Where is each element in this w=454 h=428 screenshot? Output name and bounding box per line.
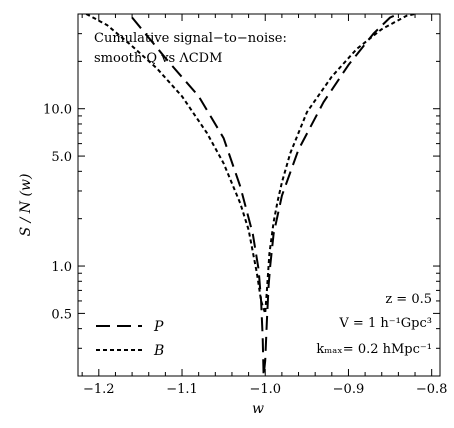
x-axis-label: w — [252, 401, 264, 417]
annotation-line-1: Cumulative signal−to−noise: — [94, 31, 287, 46]
param-volume: V = 1 h⁻¹Gpc³ — [338, 316, 432, 331]
series-line-p — [131, 14, 399, 376]
y-tick-label: 10.0 — [43, 103, 72, 118]
x-tick-label: −1.0 — [249, 382, 281, 397]
param-kmax: kₘₐₓ= 0.2 hMpc⁻¹ — [316, 342, 432, 357]
y-tick-label: 1.0 — [51, 260, 72, 275]
plot-frame — [77, 13, 441, 377]
legend-label-p: P — [153, 319, 164, 335]
y-axis-label: S / N (w) — [18, 174, 34, 237]
y-tick-label: 5.0 — [51, 150, 72, 165]
legend: P B — [96, 319, 164, 359]
y-tick-label: 0.5 — [51, 307, 72, 322]
series-line-b — [85, 14, 416, 315]
param-redshift: z = 0.5 — [385, 292, 432, 307]
x-tick-label: −0.8 — [416, 382, 448, 397]
x-tick-label: −1.1 — [166, 382, 198, 397]
annotation-line-2: smooth Q vs ΛCDM — [94, 51, 222, 66]
legend-label-b: B — [153, 343, 164, 359]
x-tick-label: −1.2 — [83, 382, 115, 397]
x-tick-label: −0.9 — [333, 382, 365, 397]
